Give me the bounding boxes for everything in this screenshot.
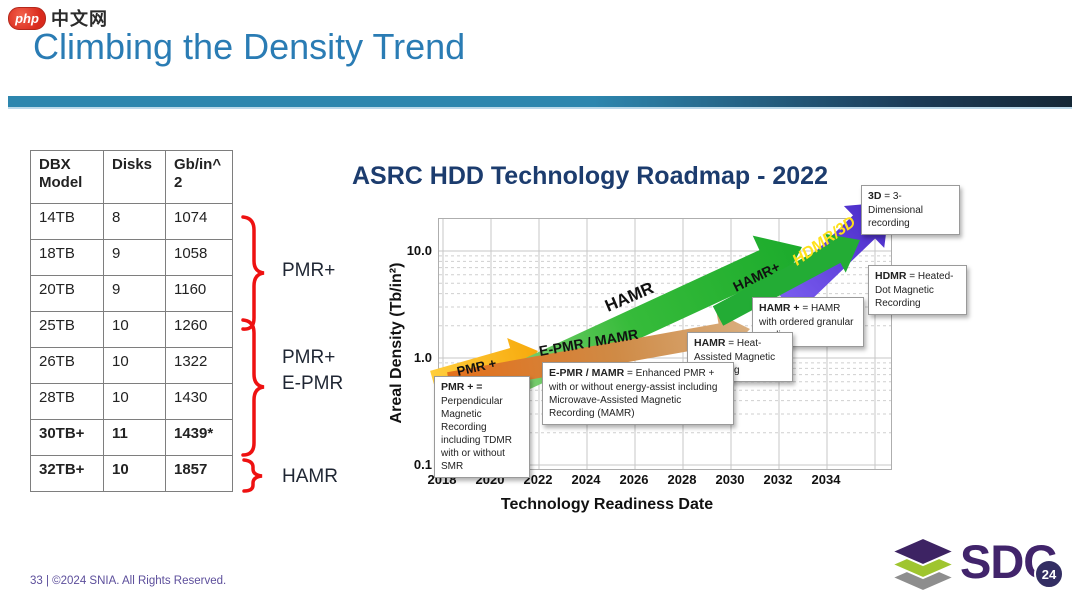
callout-hamr-term: HAMR <box>694 337 726 349</box>
x-tick-2028: 2028 <box>667 472 697 487</box>
x-axis-label: Technology Readiness Date <box>500 496 714 513</box>
site-logo[interactable]: php 中文网 <box>8 5 108 31</box>
y-tick-10: 10.0 <box>406 243 432 258</box>
footer-copyright: 33 | ©2024 SNIA. All Rights Reserved. <box>30 575 227 587</box>
page-title: Climbing the Density Trend <box>33 26 466 67</box>
x-tick-2034: 2034 <box>811 472 841 487</box>
brace-label-hamr: HAMR <box>282 466 338 487</box>
table-cell-density: 1322 <box>165 347 232 383</box>
table-cell-density: 1439* <box>165 419 232 455</box>
brace-pmr-epmr <box>241 318 265 457</box>
title-divider-bar <box>8 96 1072 109</box>
table-cell-model: 32TB+ <box>30 455 103 491</box>
table-cell-disks: 9 <box>103 239 165 275</box>
table-cell-disks: 10 <box>103 347 165 383</box>
table-cell-disks: 10 <box>103 455 165 491</box>
table-cell-model: 18TB <box>30 239 103 275</box>
table-cell-density: 1430 <box>165 383 232 419</box>
brace-label-pmr: PMR+ <box>282 260 336 281</box>
table-cell-disks: 10 <box>103 311 165 347</box>
sdc-year-badge: 24 <box>1034 559 1064 589</box>
density-table: DBX Model Disks Gb/in^ 2 14TB 8 1074 18TB 9 1058… <box>30 150 233 492</box>
table-cell-disks: 8 <box>103 203 165 239</box>
table-cell-model: 20TB <box>30 275 103 311</box>
table-header-0: DBX Model <box>30 150 103 203</box>
table-cell-model: 25TB <box>30 311 103 347</box>
table-header-1: Disks <box>103 150 165 203</box>
table-cell-density: 1260 <box>165 311 232 347</box>
x-tick-2022: 2022 <box>523 472 553 487</box>
table-cell-model: 14TB <box>30 203 103 239</box>
table-cell-density: 1857 <box>165 455 232 491</box>
callout-epmr: E-PMR / MAMR = Enhanced PMR + with or wi… <box>542 362 734 425</box>
brace-hamr <box>242 458 263 493</box>
table-cell-density: 1058 <box>165 239 232 275</box>
callout-pmr-term: PMR + = <box>441 381 483 393</box>
table-header-2: Gb/in^ 2 <box>165 150 232 203</box>
x-tick-2026: 2026 <box>619 472 649 487</box>
site-logo-text: 中文网 <box>51 9 108 29</box>
callout-hdmr-text: = Heated-Dot Magnetic Recording <box>875 271 954 309</box>
php-logo-icon: php <box>8 6 46 30</box>
x-tick-2030: 2030 <box>715 472 745 487</box>
y-axis-label: Areal Density (Tb/in²) <box>388 262 405 424</box>
table-cell-model: 26TB <box>30 347 103 383</box>
callout-pmr-text: Perpendicular Magnetic Recording includi… <box>441 395 512 472</box>
sdc-logo[interactable]: SDC 24 <box>888 535 1072 594</box>
callout-epmr-term: E-PMR / MAMR <box>549 367 625 379</box>
callout-pmr: PMR + = Perpendicular Magnetic Recording… <box>434 376 530 478</box>
table-cell-model: 30TB+ <box>30 419 103 455</box>
y-tick-1: 1.0 <box>413 350 432 365</box>
callout-hdmr-term: HDMR <box>875 270 907 282</box>
callout-3d: 3D = 3-Dimensional recording <box>861 185 960 235</box>
callout-3d-term: 3D <box>868 190 882 202</box>
x-tick-2032: 2032 <box>763 472 793 487</box>
chart-title: ASRC HDD Technology Roadmap - 2022 <box>351 162 828 190</box>
sdc-layers-icon <box>889 538 957 593</box>
table-cell-model: 28TB <box>30 383 103 419</box>
table-cell-disks: 10 <box>103 383 165 419</box>
table-cell-density: 1160 <box>165 275 232 311</box>
table-cell-disks: 9 <box>103 275 165 311</box>
callout-hamr-plus-term: HAMR + <box>759 302 800 314</box>
brace-label-line2: E-PMR <box>282 373 344 394</box>
table-cell-density: 1074 <box>165 203 232 239</box>
x-tick-2024: 2024 <box>571 472 601 487</box>
table-cell-disks: 11 <box>103 419 165 455</box>
callout-hdmr: HDMR = Heated-Dot Magnetic Recording <box>868 265 967 315</box>
brace-label-line1: PMR+ <box>282 347 336 368</box>
brace-pmr <box>241 215 265 331</box>
brace-label-pmr-epmr: PMR+ E-PMR <box>282 345 343 397</box>
red-braces <box>241 215 265 493</box>
y-tick-01: 0.1 <box>413 457 432 472</box>
